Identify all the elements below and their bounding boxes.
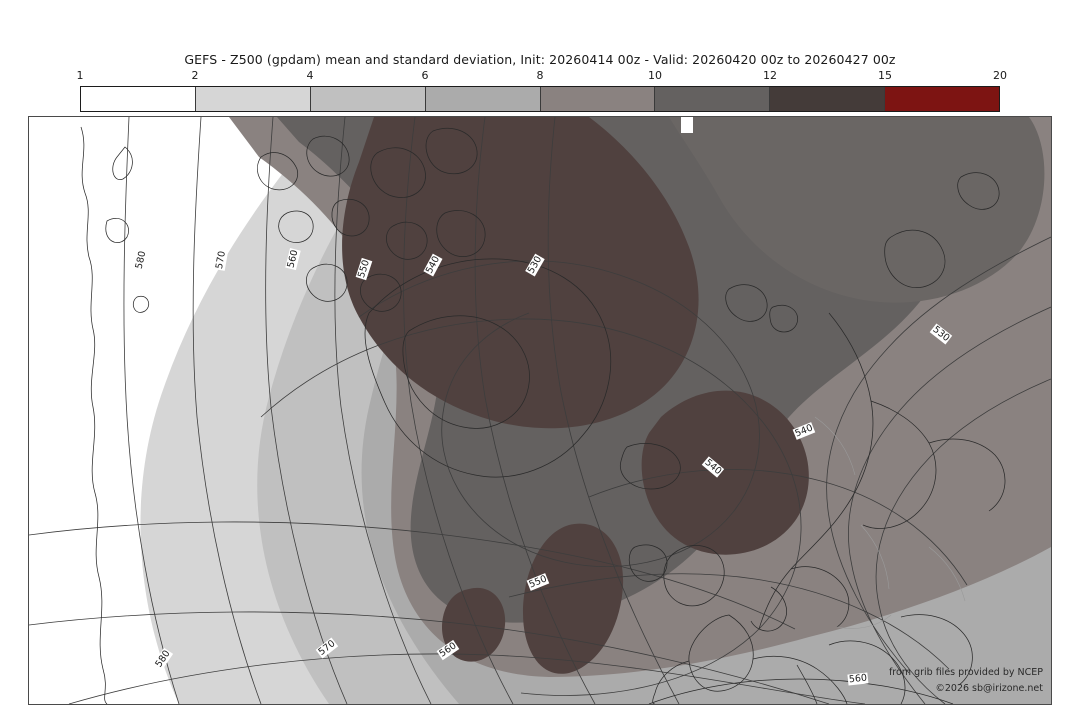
colorbar: 1 2 4 6 8 10 12 15 20 — [77, 69, 1007, 112]
colorbar-tick-10: 10 — [648, 69, 662, 82]
contour-label-560-13: 560 — [847, 672, 869, 686]
colorbar-tick-1: 1 — [76, 69, 84, 82]
fill-notch — [681, 117, 693, 133]
colorbar-segment-8 — [885, 87, 999, 111]
fill-band-7 — [342, 117, 699, 429]
colorbar-segment-3 — [310, 87, 426, 111]
colorbar-segment-5 — [540, 87, 656, 111]
contour-lines — [29, 117, 1051, 704]
colorbar-tick-2: 2 — [191, 69, 199, 82]
credit-copyright: ©2026 sb@irizone.net — [935, 683, 1043, 694]
colorbar-tick-15: 15 — [878, 69, 892, 82]
colorbar-segment-7 — [770, 87, 886, 111]
colorbar-tick-6: 6 — [421, 69, 429, 82]
colorbar-tick-8: 8 — [536, 69, 544, 82]
colorbar-tick-4: 4 — [306, 69, 314, 82]
credit-source: from grib files provided by NCEP — [888, 667, 1043, 678]
fill-band-7d — [441, 587, 506, 662]
colorbar-segments — [80, 86, 1000, 112]
coastlines — [80, 126, 1006, 704]
page-title: GEFS - Z500 (gpdam) mean and standard de… — [184, 52, 896, 67]
fill-band-7b — [641, 390, 809, 555]
colorbar-tick-20: 20 — [993, 69, 1007, 82]
map-canvas — [29, 117, 1051, 704]
colorbar-segment-2 — [195, 87, 311, 111]
colorbar-segment-6 — [655, 87, 771, 111]
colorbar-segment-4 — [425, 87, 541, 111]
colorbar-tick-labels: 1 2 4 6 8 10 12 15 20 — [76, 69, 1008, 83]
fill-band-6b — [669, 117, 1045, 303]
colorbar-segment-1 — [81, 87, 196, 111]
colorbar-tick-12: 12 — [763, 69, 777, 82]
map-panel[interactable]: from grib files provided by NCEP ©2026 s… — [28, 116, 1052, 705]
